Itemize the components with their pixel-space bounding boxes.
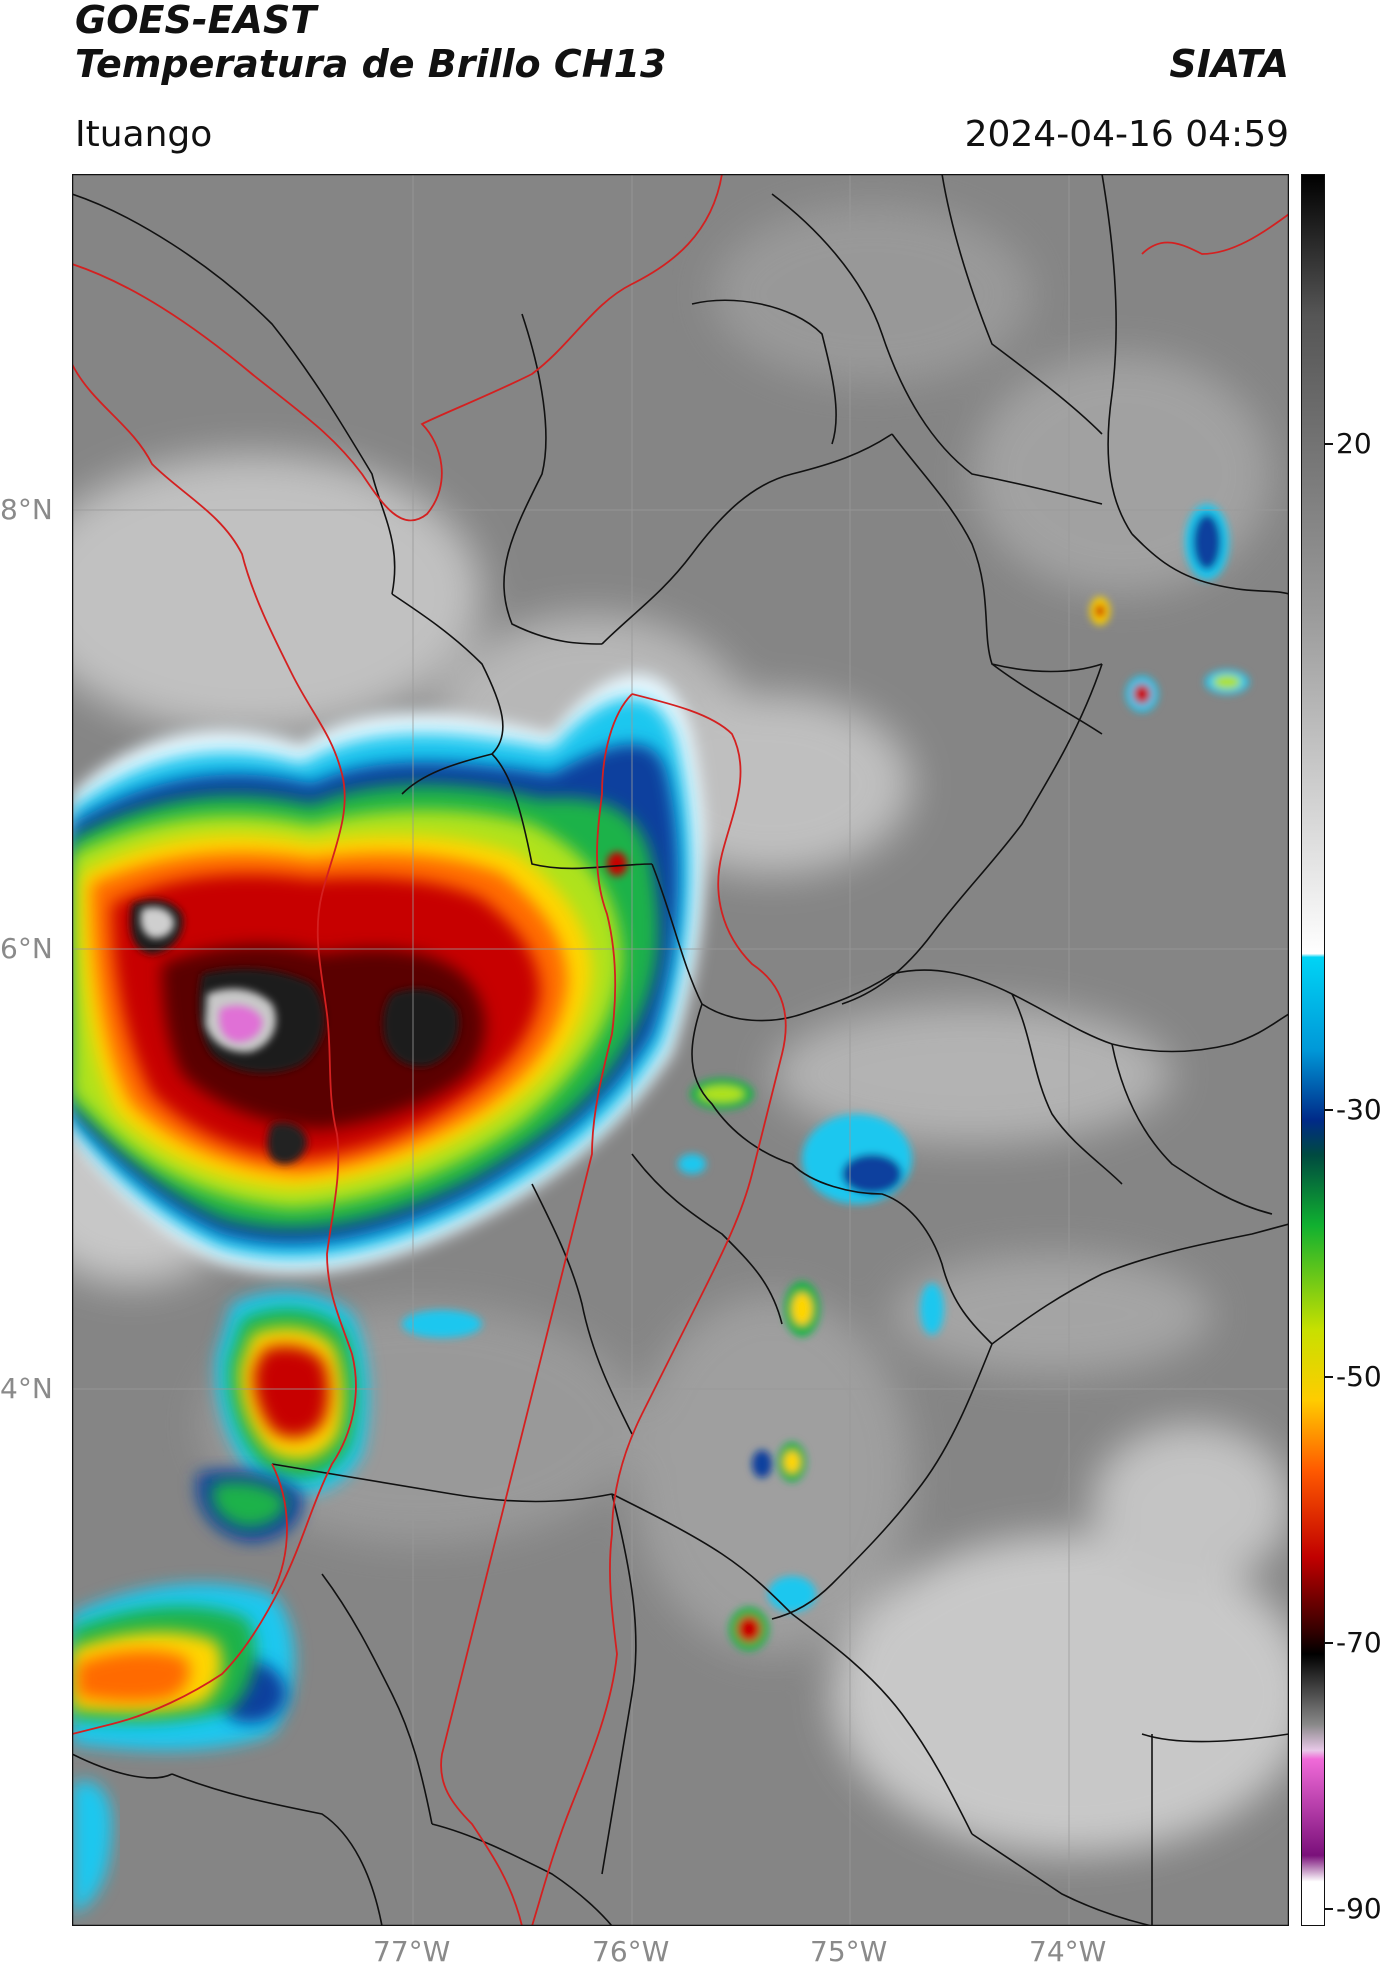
colorbar-tick-neg90	[1325, 1908, 1333, 1910]
lon-label-76w: 76°W	[592, 1935, 670, 1968]
colorbar-label-neg90: -90	[1336, 1892, 1382, 1925]
colorbar-label-neg50: -50	[1336, 1360, 1382, 1393]
colorbar-tick-neg50	[1325, 1376, 1333, 1378]
admin-boundaries	[72, 174, 1289, 1926]
colorbar-tick-20	[1325, 443, 1333, 445]
colorbar	[1301, 174, 1325, 1926]
satellite-title: GOES-EAST	[75, 0, 317, 42]
lat-label-4n: 4°N	[0, 1372, 53, 1405]
graticule	[72, 174, 1289, 1926]
datetime-label: 2024-04-16 04:59	[964, 114, 1289, 155]
southern-storm-cell	[197, 1291, 369, 1542]
colorbar-label-neg70: -70	[1336, 1626, 1382, 1659]
lat-label-6n: 6°N	[0, 932, 53, 965]
agency-label: SIATA	[1169, 42, 1289, 86]
lat-label-8n: 8°N	[0, 493, 53, 526]
colorbar-tick-neg70	[1325, 1642, 1333, 1644]
main-storm-cell	[72, 674, 706, 1274]
location-label: Ituango	[75, 114, 213, 155]
lon-label-75w: 75°W	[810, 1935, 888, 1968]
lon-label-77w: 77°W	[373, 1935, 451, 1968]
colorbar-label-20: 20	[1336, 427, 1372, 460]
lon-label-74w: 74°W	[1029, 1935, 1107, 1968]
colorbar-tick-neg30	[1325, 1109, 1333, 1111]
colorbar-label-neg30: -30	[1336, 1093, 1382, 1126]
national-borders	[72, 174, 1289, 1926]
scattered-storm-cells	[402, 504, 1249, 1651]
southwest-storm-cells	[72, 1583, 295, 1914]
product-title: Temperatura de Brillo CH13	[75, 42, 667, 86]
satellite-map	[72, 174, 1289, 1926]
